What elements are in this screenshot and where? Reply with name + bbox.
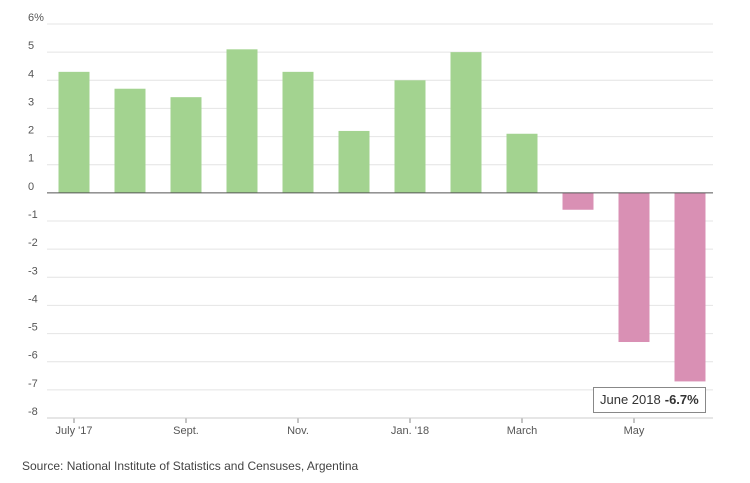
bar xyxy=(618,192,650,343)
bar xyxy=(58,71,90,193)
y-tick-label: 1 xyxy=(28,153,34,165)
y-tick-label: -6 xyxy=(28,350,38,362)
bar xyxy=(674,192,706,382)
x-tick-label: July '17 xyxy=(56,425,93,437)
y-tick-label: -1 xyxy=(28,209,38,221)
bar xyxy=(114,88,146,193)
y-tick-label: 5 xyxy=(28,40,34,52)
y-tick-label: -7 xyxy=(28,378,38,390)
bar xyxy=(562,192,594,210)
y-tick-label: 2 xyxy=(28,125,34,137)
y-tick-label: -8 xyxy=(28,406,38,418)
bar xyxy=(450,52,482,193)
bar xyxy=(282,71,314,193)
y-tick-label: -2 xyxy=(28,237,38,249)
annotation-label: June 2018 xyxy=(600,392,661,407)
bar xyxy=(394,80,426,193)
y-tick-label: -4 xyxy=(28,293,38,305)
source-note: Source: National Institute of Statistics… xyxy=(22,459,359,473)
x-tick-label: Jan. '18 xyxy=(391,425,429,437)
x-tick-label: Sept. xyxy=(173,425,199,437)
bar xyxy=(338,130,370,193)
annotation-value: -6.7% xyxy=(664,392,699,407)
bar xyxy=(170,97,202,193)
y-tick-label: 0 xyxy=(28,181,34,193)
x-tick-label: May xyxy=(624,425,645,437)
bar xyxy=(506,133,538,193)
x-tick-label: Nov. xyxy=(287,425,309,437)
annotation-callout: June 2018 -6.7% xyxy=(593,387,706,413)
bar xyxy=(226,49,258,193)
y-tick-label: -3 xyxy=(28,265,38,277)
y-tick-label: 6% xyxy=(28,12,44,24)
y-tick-label: 4 xyxy=(28,68,34,80)
y-tick-label: -5 xyxy=(28,322,38,334)
x-tick-label: March xyxy=(507,425,538,437)
y-tick-label: 3 xyxy=(28,96,34,108)
